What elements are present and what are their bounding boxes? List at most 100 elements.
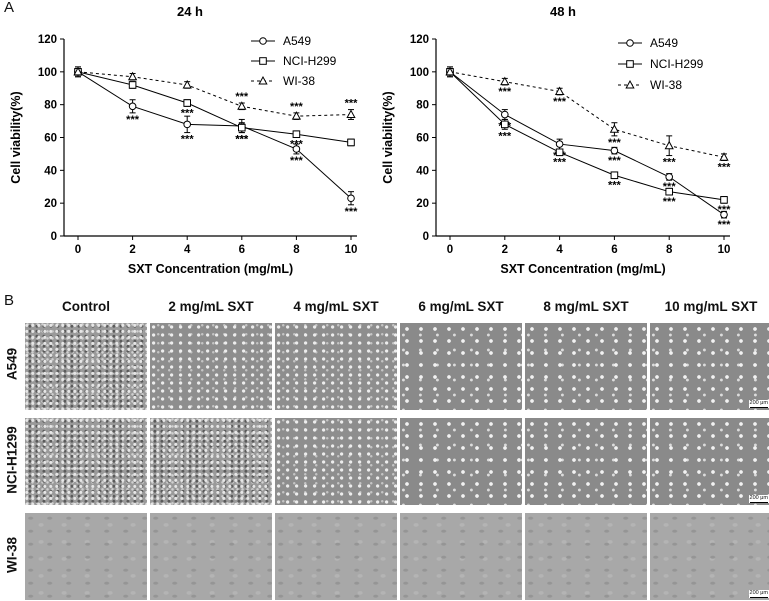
significance-label: *** — [345, 98, 359, 110]
column-label-6mg: 6 mg/mL SXT — [418, 299, 504, 314]
data-point-wi-38 — [182, 79, 192, 89]
data-point-nci-h299 — [238, 123, 246, 132]
x-tick-label: 2 — [129, 244, 135, 256]
scale-bar-line — [749, 502, 768, 503]
legend-marker — [259, 57, 267, 65]
row-label-nci-h1299-text: NCI-H1299 — [4, 426, 20, 494]
data-point-wi-38 — [719, 152, 729, 161]
series-line-nci-h299 — [449, 71, 725, 201]
data-point-wi-38 — [73, 66, 83, 76]
micrograph-nci-h1299-6mg — [400, 418, 522, 505]
data-point-a549 — [720, 210, 728, 219]
significance-label: *** — [235, 91, 249, 103]
micrograph-nci-h1299-2mg — [150, 418, 272, 505]
scale-bar-label: 200 μm — [749, 590, 768, 596]
series-line-nci-h299 — [77, 71, 352, 143]
significance-label: *** — [235, 134, 249, 146]
series-line-wi-38 — [77, 71, 352, 117]
data-point-nci-h299 — [183, 99, 191, 107]
significance-label: *** — [290, 155, 304, 167]
significance-label: *** — [608, 155, 622, 167]
data-point-wi-38 — [445, 66, 455, 76]
y-tick-label: 20 — [416, 198, 429, 210]
data-point-wi-38 — [127, 71, 138, 81]
scale-bar-line — [749, 597, 768, 598]
significance-label: *** — [718, 219, 732, 231]
micrograph-nci-h1299-10mg: 200 μm — [650, 418, 769, 505]
x-tick-label: 8 — [293, 244, 300, 256]
micrograph-wi38-2mg — [150, 513, 272, 600]
column-label-8mg: 8 mg/mL SXT — [543, 299, 629, 314]
y-tick-label: 60 — [44, 133, 57, 145]
panel-a-letter: A — [4, 0, 15, 16]
data-point-nci-h299 — [292, 130, 301, 139]
micrograph-wi38-6mg — [400, 513, 522, 600]
micrograph-nci-h1299-control — [25, 418, 147, 505]
significance-label: *** — [718, 204, 732, 216]
row-label-a549-text: A549 — [4, 347, 20, 381]
micrograph-wi38-control — [25, 513, 147, 600]
data-point-wi-38 — [554, 86, 565, 96]
y-tick-label: 40 — [44, 165, 57, 177]
significance-label: *** — [663, 196, 677, 208]
significance-label: *** — [290, 139, 304, 151]
series-line-wi-38 — [449, 71, 725, 158]
legend-label: NCI-H299 — [650, 57, 704, 71]
y-tick-label: 0 — [423, 231, 429, 243]
significance-label: *** — [498, 86, 512, 98]
significance-label: *** — [181, 134, 195, 146]
micrograph-wi38-4mg — [275, 513, 397, 600]
significance-label: *** — [663, 157, 677, 169]
data-point-nci-h299 — [720, 196, 728, 204]
micrograph-a549-6mg — [400, 323, 522, 410]
y-tick-label: 60 — [416, 133, 429, 145]
y-tick-label: 120 — [38, 34, 57, 46]
scale-bar-line — [749, 407, 768, 408]
legend-label: WI-38 — [650, 78, 682, 92]
data-point-a549 — [665, 173, 674, 181]
y-tick-label: 100 — [38, 67, 57, 79]
data-point-nci-h299 — [610, 171, 619, 180]
scale-bar: 200 μm — [748, 400, 769, 408]
data-point-wi-38 — [664, 140, 674, 150]
y-tick-label: 40 — [416, 165, 429, 177]
x-tick-label: 8 — [666, 244, 673, 256]
y-tick-label: 0 — [51, 231, 57, 243]
micrograph-nci-h1299-4mg — [275, 418, 397, 505]
data-point-wi-38 — [346, 109, 356, 119]
data-point-a549 — [347, 194, 355, 203]
x-axis-label: SXT Concentration (mg/mL) — [128, 262, 293, 276]
column-label-10mg: 10 mg/mL SXT — [664, 299, 758, 314]
row-label-wi38: WI-38 — [0, 510, 24, 600]
x-tick-label: 6 — [239, 244, 245, 256]
data-point-wi-38 — [237, 101, 247, 110]
x-tick-label: 10 — [345, 244, 358, 256]
data-point-a549 — [610, 146, 619, 155]
y-tick-label: 20 — [44, 198, 57, 210]
micrograph-wi38-10mg: 200 μm — [650, 513, 769, 600]
legend-label: NCI-H299 — [283, 54, 337, 68]
significance-label: *** — [718, 161, 732, 173]
chart-title: 48 h — [550, 4, 576, 19]
x-tick-label: 2 — [502, 244, 508, 256]
legend-marker — [259, 37, 267, 45]
y-axis-label: Cell viability(%) — [381, 91, 395, 183]
column-label-4mg: 4 mg/mL SXT — [293, 299, 379, 314]
x-axis-label: SXT Concentration (mg/mL) — [500, 262, 665, 276]
y-tick-label: 80 — [416, 100, 429, 112]
data-point-nci-h299 — [501, 120, 509, 129]
data-point-nci-h299 — [128, 81, 137, 89]
significance-label: *** — [290, 101, 304, 113]
y-axis-label: Cell viability(%) — [9, 91, 23, 183]
legend-label: A549 — [650, 36, 678, 50]
data-point-wi-38 — [500, 76, 510, 86]
micrograph-a549-4mg — [275, 323, 397, 410]
scale-bar: 200 μm — [748, 495, 769, 503]
scale-bar-label: 200 μm — [749, 495, 768, 501]
significance-label: *** — [235, 134, 249, 146]
data-point-a549 — [128, 102, 137, 111]
data-point-a549 — [555, 140, 564, 148]
significance-label: *** — [126, 114, 140, 126]
x-tick-label: 0 — [75, 244, 81, 256]
